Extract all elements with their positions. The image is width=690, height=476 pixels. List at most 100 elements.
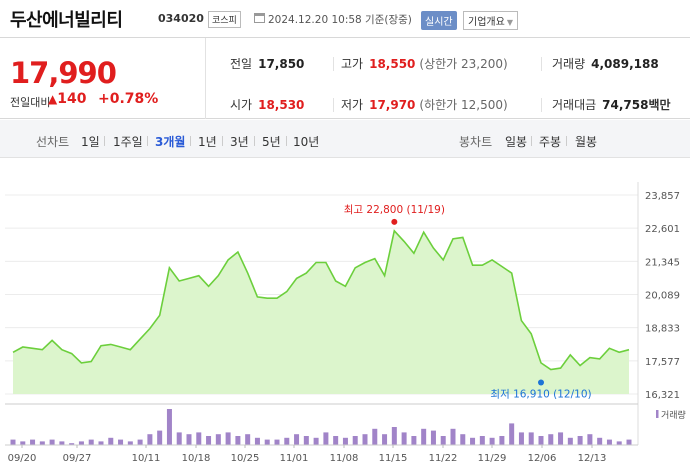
lower-limit: (하한가 12,500) — [419, 98, 508, 112]
volume-bar — [254, 437, 260, 445]
divider — [333, 98, 334, 112]
volume-bar — [108, 437, 114, 445]
tab-5y[interactable]: 5년 — [262, 135, 281, 149]
y-tick-label: 20,089 — [645, 291, 680, 302]
prev-close-label: 전일 — [230, 57, 253, 71]
realtime-button[interactable]: 실시간 — [421, 11, 457, 30]
tab-daily[interactable]: 일봉 — [505, 135, 528, 149]
chart-period-tabs: 선차트 1일 1주일 3개월 1년 3년 5년 10년 봉차트 일봉 주봉 월봉 — [0, 120, 690, 158]
volume-bar — [499, 436, 505, 445]
tab-3m[interactable]: 3개월 — [155, 135, 186, 149]
company-overview-dropdown[interactable]: 기업개요 ▼ — [463, 11, 518, 30]
volume-bar — [421, 428, 427, 445]
volume-bar — [401, 432, 407, 445]
volume-bar — [548, 434, 554, 445]
market-badge: 코스피 — [208, 11, 241, 28]
volume-bar — [391, 427, 397, 445]
volume-bar — [440, 436, 446, 445]
volume-bar — [411, 436, 417, 445]
y-tick-label: 17,577 — [645, 357, 680, 368]
divider — [541, 57, 542, 71]
change-value: ▲140 — [48, 91, 86, 107]
amount-label: 거래대금 — [552, 98, 597, 112]
volume-bar — [558, 432, 564, 445]
volume-bar — [59, 441, 65, 445]
open-value: 18,530 — [258, 98, 305, 112]
volume-bar — [518, 432, 524, 445]
low-value: 17,970 — [369, 98, 416, 112]
divider — [190, 136, 191, 146]
tab-1y[interactable]: 1년 — [198, 135, 217, 149]
volume-bar — [176, 432, 182, 445]
high-value: 18,550 — [369, 57, 416, 71]
volume-bar — [98, 441, 104, 445]
quote-datetime: 2024.12.20 10:58 기준(장중) — [268, 14, 412, 26]
volume-bar — [274, 439, 280, 445]
volume-bar — [342, 437, 348, 445]
prev-close-value: 17,850 — [258, 57, 305, 71]
volume-bar — [372, 428, 378, 445]
change-label: 전일대비 — [10, 96, 51, 109]
volume-bar — [489, 437, 495, 445]
volume-label: 거래량 — [552, 57, 586, 71]
volume-bar — [587, 434, 593, 445]
volume-bar — [362, 434, 368, 445]
volume-bar — [166, 409, 172, 445]
volume-bar — [196, 432, 202, 445]
volume-bar — [313, 437, 319, 445]
amount-unit: 백만 — [648, 98, 671, 112]
x-tick-label: 10/18 — [182, 453, 211, 464]
volume-bar — [88, 439, 94, 445]
line-chart-title: 선차트 — [36, 135, 70, 149]
tab-1w[interactable]: 1주일 — [113, 135, 143, 149]
x-tick-label: 09/27 — [63, 453, 92, 464]
volume-bar — [284, 437, 290, 445]
volume-bar — [20, 441, 26, 445]
volume-bar — [606, 439, 612, 445]
x-tick-label: 11/08 — [330, 453, 359, 464]
tab-3y[interactable]: 3년 — [230, 135, 249, 149]
tab-10y[interactable]: 10년 — [293, 135, 320, 149]
open-label: 시가 — [230, 98, 253, 112]
volume-cell: 거래량 4,089,188 — [552, 55, 659, 72]
volume-bar — [49, 439, 55, 445]
price-chart[interactable]: 23,857 22,601 21,345 20,089 18,833 17,577 16,3… — [0, 160, 690, 472]
price-chart-svg: 23,857 22,601 21,345 20,089 18,833 17,577 16,3… — [5, 182, 686, 464]
volume-bar — [509, 423, 515, 445]
volume-bar — [264, 439, 270, 445]
upper-limit: (상한가 23,200) — [419, 57, 508, 71]
current-price-box: 17,990 전일대비 ▲140 +0.78% — [0, 38, 206, 119]
volume-bar — [118, 439, 124, 445]
high-annotation: 최고 22,800 (11/19) — [344, 204, 445, 216]
y-tick-label: 22,601 — [645, 224, 680, 235]
y-tick-label: 18,833 — [645, 324, 680, 335]
volume-bar — [127, 441, 133, 445]
price-area — [13, 230, 629, 394]
quote-panel: 17,990 전일대비 ▲140 +0.78% 전일 17,850 고가 18,55… — [0, 38, 690, 119]
tab-weekly[interactable]: 주봉 — [539, 135, 562, 149]
volume-bar — [460, 434, 466, 445]
volume-bar — [430, 430, 436, 445]
volume-bar — [626, 439, 632, 445]
divider — [333, 57, 334, 71]
divider — [531, 136, 532, 146]
open-cell: 시가 18,530 — [230, 96, 304, 113]
volume-bar — [479, 436, 485, 445]
divider — [541, 98, 542, 112]
volume-bar — [470, 437, 476, 445]
x-tick-label: 11/15 — [379, 453, 408, 464]
tab-1d[interactable]: 1일 — [81, 135, 100, 149]
volume-bar — [323, 432, 329, 445]
tab-monthly[interactable]: 월봉 — [575, 135, 598, 149]
stock-header: 두산에너빌리티 034020 코스피 2024.12.20 10:58 기준(장… — [0, 0, 690, 38]
x-tick-label: 10/11 — [132, 453, 161, 464]
x-tick-label: 10/25 — [231, 453, 260, 464]
volume-bar — [206, 436, 212, 445]
candle-chart-title: 봉차트 — [459, 135, 493, 149]
divider — [286, 136, 287, 146]
volume-bar — [245, 434, 251, 445]
company-overview-label: 기업개요 — [468, 17, 505, 28]
volume-bar — [538, 436, 544, 445]
volume-bar — [186, 434, 192, 445]
volume-bar — [225, 432, 231, 445]
